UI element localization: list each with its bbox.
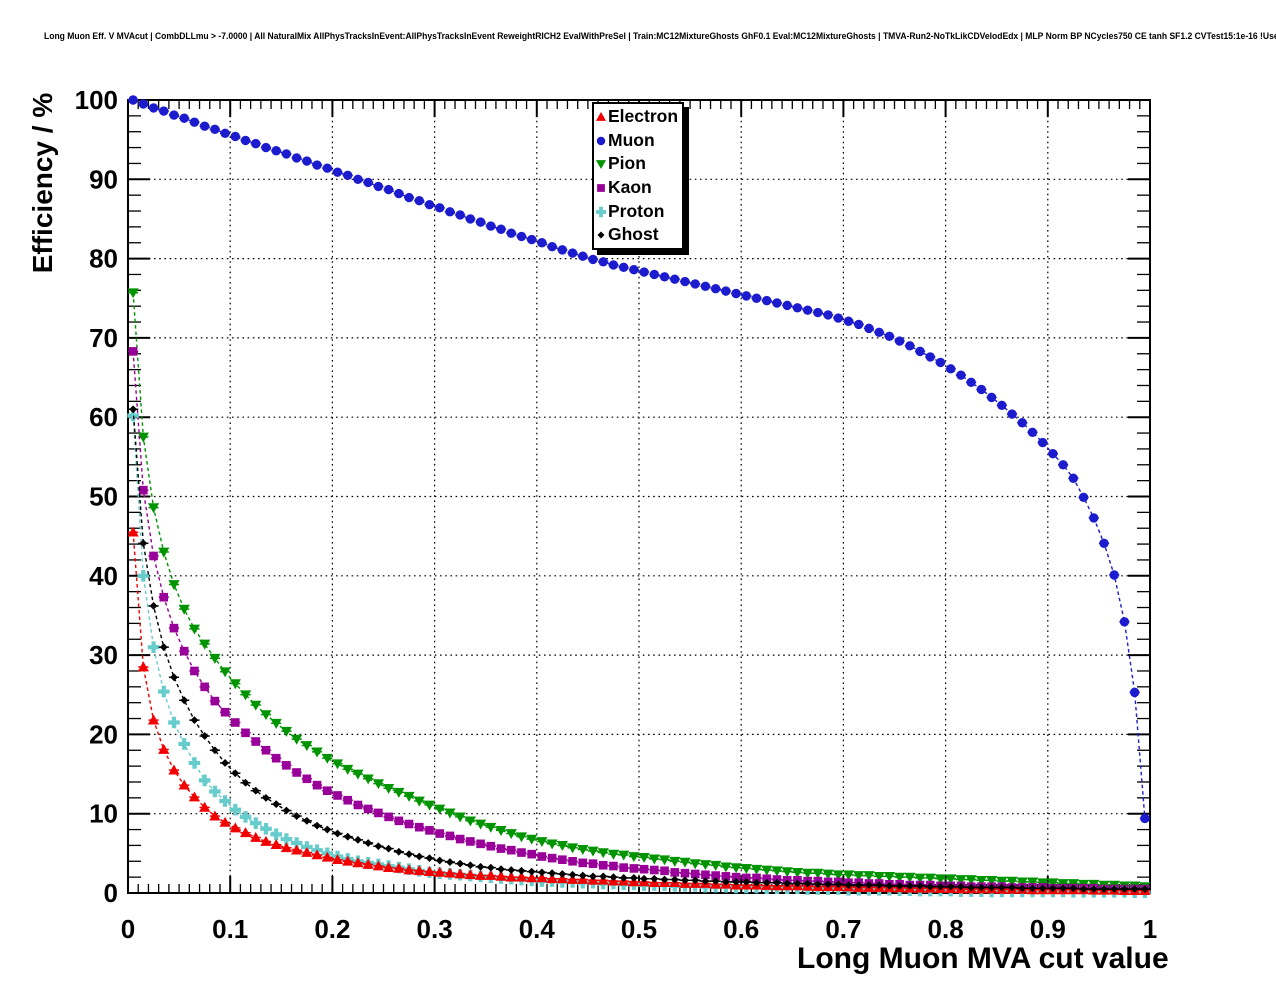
cross-marker-icon xyxy=(595,206,607,217)
x-tick-label: 0 xyxy=(121,914,135,944)
plot-title: Long Muon Eff. V MVAcut | CombDLLmu > -7… xyxy=(44,31,1276,41)
plot-frame xyxy=(127,99,1151,894)
circle-marker-icon xyxy=(596,136,606,145)
y-tick-label: 80 xyxy=(89,244,118,274)
series-proton xyxy=(127,409,1151,899)
x-tick-label: 1 xyxy=(1143,914,1157,944)
x-tick-label: 0.3 xyxy=(417,914,453,944)
legend-entry-pion: Pion xyxy=(594,152,682,176)
x-tick-label: 0.1 xyxy=(212,914,248,944)
legend-label: Proton xyxy=(608,200,665,221)
series-line xyxy=(132,351,1145,890)
x-tick-label: 0.7 xyxy=(825,914,861,944)
legend-label: Electron xyxy=(608,106,679,127)
y-tick-label: 60 xyxy=(89,402,118,432)
legend-entry-muon: Muon xyxy=(594,129,682,153)
y-tick-label: 40 xyxy=(89,561,118,591)
y-tick-label: 30 xyxy=(89,640,118,670)
y-tick-label: 90 xyxy=(89,164,118,194)
legend-entry-kaon: Kaon xyxy=(594,176,682,200)
y-tick-label: 10 xyxy=(89,799,118,829)
x-tick-label: 0.4 xyxy=(519,914,556,944)
x-tick-label: 0.6 xyxy=(723,914,759,944)
legend-label: Pion xyxy=(608,153,646,174)
y-axis-title: Efficiency / % xyxy=(27,92,58,274)
legend-entry-electron: Electron xyxy=(594,105,682,129)
triangle-down-marker-icon xyxy=(595,160,607,170)
legend-label: Muon xyxy=(608,129,655,150)
y-tick-label: 50 xyxy=(89,482,118,512)
series-line xyxy=(132,292,1145,888)
triangle-up-marker-icon xyxy=(595,111,607,121)
square-marker-icon xyxy=(597,183,605,192)
series-line xyxy=(132,532,1145,892)
x-tick-label: 0.5 xyxy=(621,914,657,944)
x-axis-title: Long Muon MVA cut value xyxy=(797,942,1169,975)
legend-entry-proton: Proton xyxy=(594,200,682,224)
legend-label: Kaon xyxy=(608,177,652,198)
diamond-marker-icon xyxy=(597,231,605,239)
series-pion xyxy=(127,288,1151,893)
series-muon xyxy=(128,95,1150,824)
y-tick-label: 20 xyxy=(89,719,118,749)
x-tick-label: 0.2 xyxy=(314,914,350,944)
x-tick-labels: 0 0.1 0.2 0.3 0.4 0.5 0.6 0.7 0.8 0.9 1 xyxy=(121,914,1157,944)
x-tick-label: 0.8 xyxy=(928,914,964,944)
series-line xyxy=(132,99,1146,819)
y-tick-label: 0 xyxy=(104,878,118,908)
series-line xyxy=(132,409,1145,890)
legend-box: Electron Muon Pion Kaon Proton Ghost xyxy=(592,102,684,250)
y-tick-label: 100 xyxy=(75,85,118,115)
legend-label: Ghost xyxy=(608,224,659,245)
legend-entry-ghost: Ghost xyxy=(594,223,682,247)
x-tick-label: 0.9 xyxy=(1030,914,1066,944)
y-tick-labels: 0 10 20 30 40 50 60 70 80 90 100 xyxy=(75,85,118,908)
series-ghost xyxy=(128,405,1150,893)
y-tick-label: 70 xyxy=(89,323,118,353)
series-line xyxy=(132,415,1145,893)
